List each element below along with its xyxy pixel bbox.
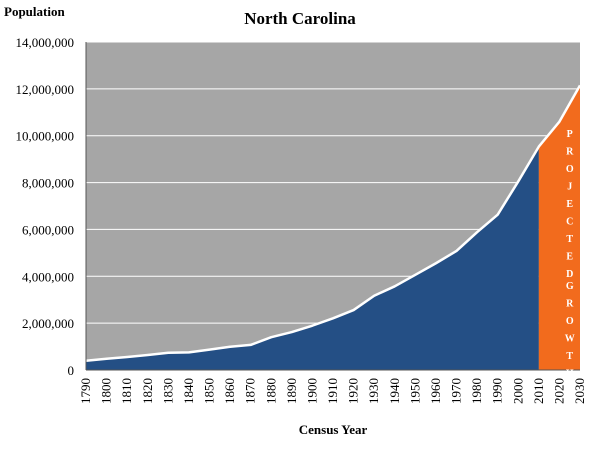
y-tick-label: 4,000,000 [22,269,74,284]
projected-letter: E [566,252,573,263]
x-tick-label: 1860 [222,378,237,404]
data-marks [85,42,582,371]
y-tick-label: 12,000,000 [16,82,75,97]
x-tick-labels: 1790 1800 1810 1820 1830 1840 1850 1860 1870 1880… [78,378,587,404]
x-axis-label: Census Year [299,422,368,437]
x-tick-label: 1900 [304,378,319,404]
chart-title: North Carolina [244,9,356,28]
x-tick-label: 1810 [119,378,134,404]
growth-letter: G [566,281,574,292]
x-tick-label: 1950 [407,378,422,404]
projected-letter: T [566,234,573,245]
gridlines [86,41,580,324]
x-tick-label: 2030 [572,378,587,404]
y-tick-label: 10,000,000 [16,129,75,144]
y-tick-label: 2,000,000 [22,316,74,331]
x-tick-label: 1820 [140,378,155,404]
population-outline [85,84,582,363]
x-tick-label: 2020 [551,378,566,404]
projected-letter: E [566,199,573,210]
x-tick-label: 1870 [243,378,258,404]
x-tick-label: 1910 [325,378,340,404]
x-tick-label: 1920 [346,378,361,404]
x-tick-label: 1850 [202,378,217,404]
x-tick-label: 2000 [510,378,525,404]
projected-letter: O [566,164,574,175]
population-area [86,146,539,370]
projected-letter: J [567,182,572,193]
y-tick-labels: 0 2,000,000 4,000,000 6,000,000 8,000,000 10,… [16,35,75,378]
x-tick-label: 1800 [99,378,114,404]
growth-letter: O [566,316,574,327]
growth-letter: H [566,369,574,380]
y-tick-label: 14,000,000 [16,35,75,50]
projected-letter: R [566,147,574,158]
y-tick-label: 0 [68,363,75,378]
x-tick-label: 1840 [181,378,196,404]
projected-letter: D [566,269,573,280]
x-tick-label: 1930 [366,378,381,404]
growth-letter: R [566,299,574,310]
x-tick-label: 2010 [531,378,546,404]
x-tick-label: 1790 [78,378,93,404]
x-tick-label: 1990 [490,378,505,404]
x-tick-label: 1940 [387,378,402,404]
x-tick-label: 1960 [428,378,443,404]
growth-letter: W [565,334,575,345]
growth-letter: T [566,351,573,362]
projected-area [538,85,580,370]
x-tick-label: 1970 [449,378,464,404]
projected-letter: P [567,129,573,140]
y-tick-label: 6,000,000 [22,222,74,237]
x-tick-label: 1880 [263,378,278,404]
x-tick-label: 1890 [284,378,299,404]
y-tick-label: 8,000,000 [22,176,74,191]
y-axis-label: Population [4,4,65,19]
x-tick-label: 1830 [160,378,175,404]
x-tick-label: 1980 [469,378,484,404]
projected-letter: C [566,217,573,228]
